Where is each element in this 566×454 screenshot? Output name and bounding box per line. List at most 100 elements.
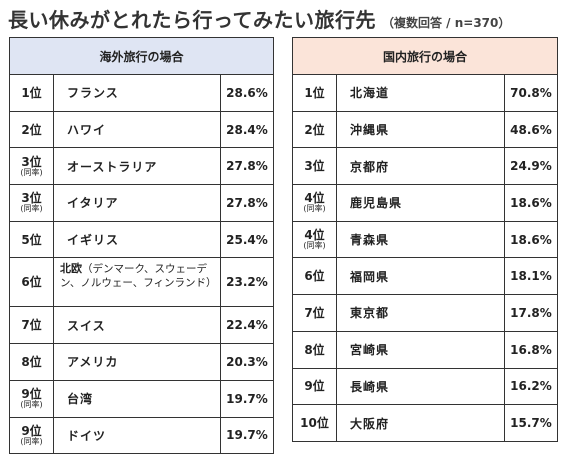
destination-cell: アメリカ (54, 344, 221, 380)
table-row: 3位 (同率) オーストラリア 27.8% (10, 148, 273, 186)
table-row: 9位 (同率) ドイツ 19.7% (10, 417, 273, 454)
destination-cell: 北海道 (337, 75, 505, 111)
percentage-cell: 16.2% (510, 379, 552, 394)
percentage-cell: 48.6% (510, 122, 552, 137)
percentage-cell: 25.4% (226, 232, 268, 247)
percentage-cell: 70.8% (510, 85, 552, 100)
rank-label: 9位 (304, 379, 325, 394)
table-row: 1位 北海道 70.8% (293, 75, 557, 112)
overseas-table-header: 海外旅行の場合 (10, 38, 273, 75)
table-row: 2位 ハワイ 28.4% (10, 111, 273, 149)
percentage-cell: 27.8% (226, 159, 268, 174)
rank-label: 7位 (21, 318, 42, 333)
destination-name: ドイツ (67, 428, 107, 443)
rank-label: 2位 (21, 122, 42, 137)
page-title: 長い休みがとれたら行ってみたい旅行先 (8, 8, 376, 32)
table-row: 3位 (同率) イタリア 27.8% (10, 185, 273, 222)
destination-cell: オーストラリア (54, 148, 221, 185)
rank-cell: 6位 (293, 258, 337, 295)
percentage-cell: 20.3% (226, 354, 268, 369)
table-row: 6位 北欧（デンマーク、スウェーデン、ノルウェー、フィンランド） 23.2% (10, 258, 273, 308)
percentage-cell: 16.8% (510, 342, 552, 357)
rank-cell: 1位 (10, 75, 54, 111)
rank-label: 10位 (300, 416, 329, 431)
destination-cell: ハワイ (54, 111, 221, 148)
destination-cell: フランス (54, 75, 221, 111)
domestic-table-header: 国内旅行の場合 (293, 38, 557, 75)
table-row: 7位 スイス 22.4% (10, 307, 273, 345)
rank-label: 6位 (21, 275, 42, 290)
rank-cell: 7位 (10, 307, 54, 344)
destination-cell: 鹿児島県 (337, 185, 505, 221)
rank-cell: 2位 (10, 111, 54, 148)
destination-cell: 大阪府 (337, 405, 505, 441)
rank-cell: 3位 (同率) (10, 185, 54, 221)
overseas-ranking-table: 海外旅行の場合 1位 フランス 28.6% 2位 ハワイ 28.4% 3位 (同率) オーストラ… (9, 37, 274, 454)
domestic-ranking-table: 国内旅行の場合 1位 北海道 70.8% 2位 沖縄県 48.6% 3位 京都府 24.9% 4位… (292, 37, 558, 442)
destination-name: 福岡県 (350, 269, 390, 284)
rank-label: 6位 (304, 269, 325, 284)
rank-cell: 5位 (10, 221, 54, 258)
destination-name: イギリス (67, 233, 120, 248)
destination-name: 長崎県 (350, 379, 390, 394)
rank-label: 8位 (304, 342, 325, 357)
destination-name: 北海道 (350, 86, 390, 101)
percentage-cell: 28.6% (226, 85, 268, 100)
destination-cell: 沖縄県 (337, 111, 505, 148)
rank-label: 3位 (21, 154, 42, 169)
table-row: 9位 (同率) 台湾 19.7% (10, 380, 273, 418)
tie-label: (同率) (303, 204, 326, 214)
rank-cell: 7位 (293, 295, 337, 331)
table-row: 2位 沖縄県 48.6% (293, 111, 557, 149)
table-row: 1位 フランス 28.6% (10, 75, 273, 112)
rank-cell: 3位 (同率) (10, 148, 54, 185)
rank-label: 8位 (21, 354, 42, 369)
destination-cell: 長崎県 (337, 368, 505, 405)
rank-cell: 8位 (10, 344, 54, 380)
destination-name: フランス (67, 86, 119, 101)
table-row: 8位 宮崎県 16.8% (293, 331, 557, 369)
rank-cell: 9位 (293, 368, 337, 405)
rank-label: 4位 (304, 191, 325, 206)
percentage-cell: 18.6% (510, 232, 552, 247)
destination-name: イタリア (67, 196, 119, 211)
table-row: 5位 イギリス 25.4% (10, 221, 273, 259)
destination-cell: 北欧（デンマーク、スウェーデン、ノルウェー、フィンランド） (54, 258, 221, 307)
destination-name: スイス (67, 318, 106, 333)
percentage-cell: 24.9% (510, 159, 552, 174)
overseas-table-body: 1位 フランス 28.6% 2位 ハワイ 28.4% 3位 (同率) オーストラリア 27.8% 3… (10, 75, 273, 454)
rank-cell: 6位 (10, 258, 54, 307)
rank-cell: 4位 (同率) (293, 185, 337, 221)
destination-name: アメリカ (67, 355, 119, 370)
rank-cell: 8位 (293, 331, 337, 368)
destination-cell: イギリス (54, 221, 221, 258)
destination-name: 東京都 (350, 306, 390, 321)
destination-note: （デンマーク、スウェーデン、ノルウェー、フィンランド） (60, 263, 217, 290)
rank-cell: 9位 (同率) (10, 380, 54, 417)
percentage-cell: 23.2% (226, 275, 268, 290)
destination-name: 京都府 (350, 159, 390, 174)
tie-label: (同率) (20, 400, 43, 410)
table-row: 3位 京都府 24.9% (293, 148, 557, 186)
tie-label: (同率) (303, 241, 326, 251)
percentage-cell: 19.7% (226, 391, 268, 406)
rank-label: 1位 (21, 85, 42, 100)
rank-label: 7位 (304, 305, 325, 320)
destination-cell: スイス (54, 307, 221, 344)
percentage-cell: 28.4% (226, 122, 268, 137)
destination-cell: 台湾 (54, 380, 221, 417)
rank-label: 5位 (21, 232, 42, 247)
destination-cell: 東京都 (337, 295, 505, 331)
page-title-row: 長い休みがとれたら行ってみたい旅行先 （複数回答 / n=370） (8, 4, 510, 36)
rank-cell: 2位 (293, 111, 337, 148)
percentage-cell: 22.4% (226, 318, 268, 333)
destination-cell: 宮崎県 (337, 331, 505, 368)
page-subtitle: （複数回答 / n=370） (382, 16, 511, 30)
destination-name: オーストラリア (67, 159, 158, 174)
destination-name: 鹿児島県 (350, 196, 403, 211)
tie-label: (同率) (20, 436, 43, 446)
destination-name: 青森県 (350, 233, 390, 248)
percentage-cell: 15.7% (510, 416, 552, 431)
table-row: 4位 (同率) 青森県 18.6% (293, 221, 557, 259)
destination-cell: 青森県 (337, 221, 505, 258)
